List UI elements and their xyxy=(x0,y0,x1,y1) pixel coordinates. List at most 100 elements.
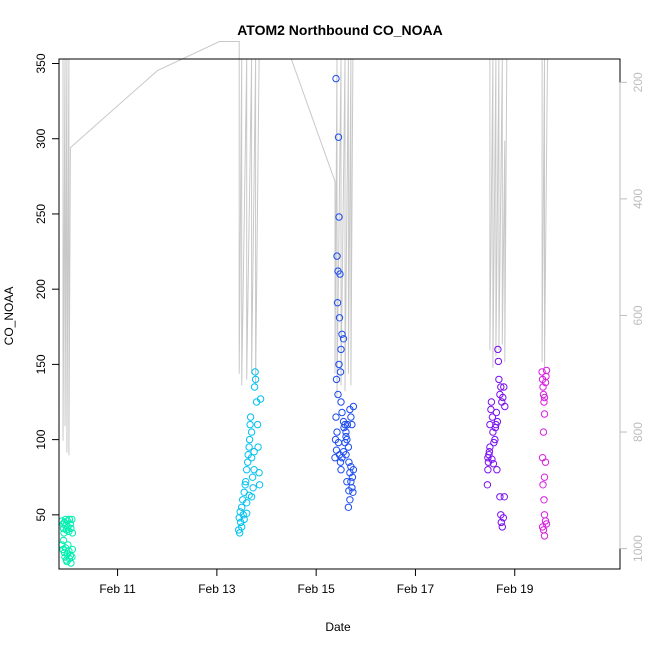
x-tick-label: Feb 15 xyxy=(297,582,335,596)
data-point xyxy=(251,375,260,384)
data-point xyxy=(331,435,340,444)
data-point xyxy=(254,443,262,451)
data-point xyxy=(538,368,546,376)
data-point xyxy=(349,488,357,496)
data-point xyxy=(497,383,505,391)
data-point xyxy=(333,299,342,307)
data-point xyxy=(68,515,76,524)
data-point xyxy=(336,368,345,376)
data-point xyxy=(59,536,68,545)
series-1 xyxy=(58,515,77,567)
altitude-trace xyxy=(62,41,548,456)
data-point xyxy=(495,375,503,384)
x-tick-label: Feb 13 xyxy=(198,582,236,596)
data-point xyxy=(332,446,341,454)
data-point xyxy=(492,408,501,417)
data-point xyxy=(541,458,550,466)
series-4 xyxy=(483,345,509,531)
data-point xyxy=(245,443,253,451)
series-5 xyxy=(538,366,551,540)
data-point xyxy=(487,398,496,406)
data-point xyxy=(488,413,497,421)
data-point xyxy=(339,335,348,343)
data-point xyxy=(238,503,246,511)
data-point xyxy=(245,435,254,444)
data-point xyxy=(65,515,74,524)
data-point xyxy=(251,368,259,376)
secondary-tick-label: 800 xyxy=(631,422,645,442)
data-point xyxy=(67,524,75,533)
data-point xyxy=(337,398,345,406)
points-layer xyxy=(58,74,551,567)
data-point xyxy=(542,520,551,528)
plot-frame xyxy=(58,58,621,570)
data-point xyxy=(342,428,350,436)
data-point xyxy=(540,532,549,540)
data-point xyxy=(498,523,506,531)
data-point xyxy=(245,491,253,499)
x-axis: Feb 11 Feb 13 Feb 15 Feb 17 Feb 19 xyxy=(99,568,534,596)
data-point xyxy=(345,458,353,466)
data-point xyxy=(332,375,341,384)
data-point xyxy=(490,438,498,447)
data-point xyxy=(248,473,257,481)
data-point xyxy=(68,545,77,554)
y-tick-label: 100 xyxy=(34,429,48,449)
data-point xyxy=(484,466,492,474)
x-tick-label: Feb 11 xyxy=(99,582,136,596)
data-point xyxy=(243,466,251,474)
data-point xyxy=(342,451,350,459)
data-point xyxy=(66,520,75,528)
data-point xyxy=(496,493,504,501)
data-point xyxy=(253,420,262,429)
data-point xyxy=(494,345,502,354)
data-point xyxy=(247,428,256,436)
data-point xyxy=(485,448,494,456)
data-point xyxy=(332,74,340,83)
data-point xyxy=(344,503,353,511)
data-point xyxy=(249,484,257,492)
y-tick-label: 150 xyxy=(34,354,48,374)
altitude-trace-layer xyxy=(62,41,548,456)
data-point xyxy=(345,487,353,495)
data-point xyxy=(487,405,495,414)
data-point xyxy=(336,270,344,278)
data-point xyxy=(332,413,340,421)
data-point xyxy=(483,481,492,489)
data-point xyxy=(499,514,507,522)
secondary-tick-label: 400 xyxy=(631,189,645,209)
data-point xyxy=(539,390,548,399)
data-point xyxy=(540,473,549,481)
data-point xyxy=(491,423,500,432)
data-point xyxy=(347,413,355,421)
data-point xyxy=(256,395,265,403)
data-point xyxy=(501,402,509,411)
data-point xyxy=(65,547,73,555)
data-point xyxy=(346,496,354,504)
data-point xyxy=(68,529,77,537)
data-point xyxy=(335,360,343,369)
data-point xyxy=(247,454,256,462)
data-point xyxy=(542,366,551,375)
secondary-y-axis: 200 400 600 800 1000 xyxy=(619,72,645,562)
data-point xyxy=(342,432,350,441)
y-axis-label: CO_NOAA xyxy=(2,287,16,346)
data-point xyxy=(491,435,499,444)
data-point xyxy=(497,518,505,527)
data-point xyxy=(540,398,548,406)
data-point xyxy=(540,511,549,519)
data-point xyxy=(493,466,501,474)
data-point xyxy=(541,517,550,525)
data-point xyxy=(250,383,259,391)
data-point xyxy=(334,390,342,399)
data-point xyxy=(340,423,348,432)
data-point xyxy=(336,458,345,466)
data-point xyxy=(338,408,346,417)
data-point xyxy=(255,469,263,477)
data-point xyxy=(333,428,341,436)
data-point xyxy=(498,398,506,406)
data-point xyxy=(539,428,548,436)
y-tick-label: 350 xyxy=(34,53,48,73)
y-tick-label: 50 xyxy=(34,508,48,522)
